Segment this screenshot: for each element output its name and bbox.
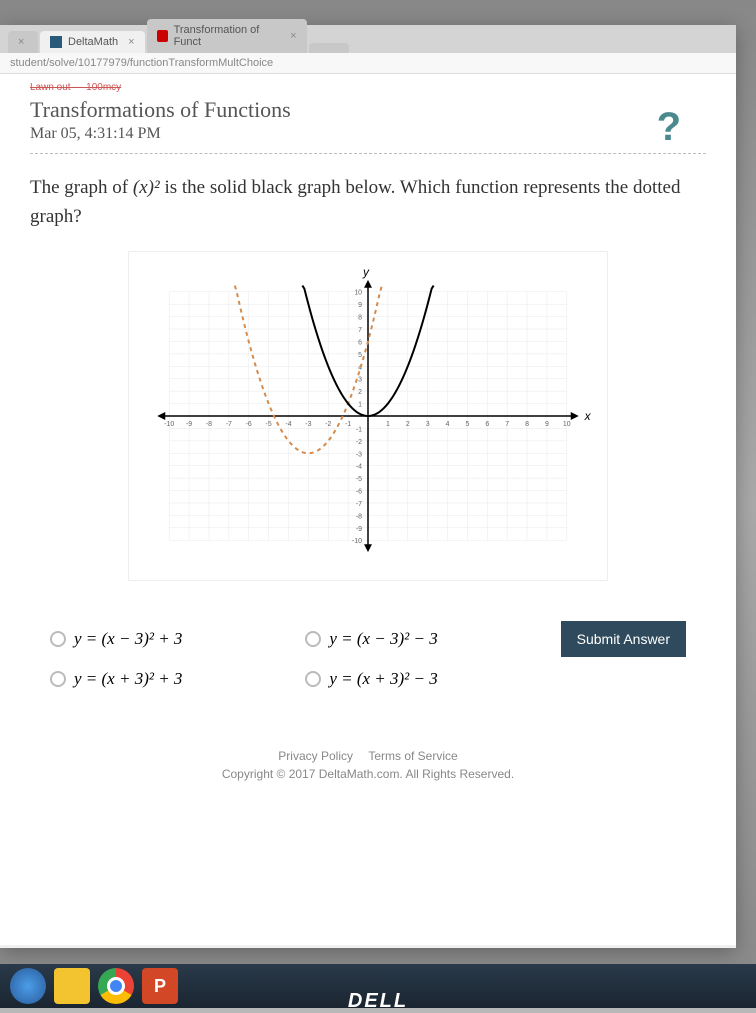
svg-text:-8: -8 xyxy=(356,513,362,520)
svg-text:9: 9 xyxy=(545,421,549,428)
svg-text:-8: -8 xyxy=(206,421,212,428)
svg-text:8: 8 xyxy=(358,315,362,322)
close-icon[interactable]: × xyxy=(290,30,296,42)
tab-deltamath[interactable]: DeltaMath × xyxy=(40,31,145,53)
terms-link[interactable]: Terms of Service xyxy=(368,749,457,763)
svg-text:-2: -2 xyxy=(356,439,362,446)
svg-text:2: 2 xyxy=(358,389,362,396)
radio-icon xyxy=(305,631,321,647)
submit-button[interactable]: Submit Answer xyxy=(561,621,686,657)
svg-text:10: 10 xyxy=(563,421,571,428)
choice-label: y = (x − 3)² + 3 xyxy=(74,629,182,649)
svg-text:7: 7 xyxy=(505,421,509,428)
svg-text:-6: -6 xyxy=(356,489,362,496)
svg-text:-5: -5 xyxy=(266,421,272,428)
deltamath-favicon xyxy=(50,36,62,48)
svg-text:5: 5 xyxy=(358,352,362,359)
powerpoint-icon[interactable]: P xyxy=(142,968,178,1004)
close-icon[interactable]: × xyxy=(18,36,24,48)
help-icon[interactable]: ? xyxy=(657,105,681,150)
tab-transformation[interactable]: Transformation of Funct × xyxy=(147,19,307,53)
svg-text:10: 10 xyxy=(354,290,362,297)
graph: -10 -9 -8 -7 -6 -5 -4 -3 -2 -1 1 2 3 4 5 6 7 8 9 10 -10 -9 -8 -… xyxy=(128,251,608,581)
svg-text:5: 5 xyxy=(465,421,469,428)
choice-c[interactable]: y = (x + 3)² + 3 xyxy=(50,669,275,689)
dell-logo: DELL xyxy=(348,990,408,1013)
timestamp: Mar 05, 4:31:14 PM xyxy=(30,125,706,143)
svg-text:-5: -5 xyxy=(356,476,362,483)
svg-text:-1: -1 xyxy=(345,421,351,428)
choice-d[interactable]: y = (x + 3)² − 3 xyxy=(305,669,530,689)
svg-text:-1: -1 xyxy=(356,426,362,433)
tab-label: DeltaMath xyxy=(68,36,118,48)
page-title: Transformations of Functions xyxy=(30,97,706,123)
svg-text:3: 3 xyxy=(358,377,362,384)
svg-text:-4: -4 xyxy=(356,464,362,471)
svg-text:-7: -7 xyxy=(356,501,362,508)
svg-text:-2: -2 xyxy=(325,421,331,428)
svg-text:-10: -10 xyxy=(352,538,362,545)
svg-text:-3: -3 xyxy=(305,421,311,428)
question-text: The graph of (x)² is the solid black gra… xyxy=(30,174,706,231)
svg-text:-4: -4 xyxy=(285,421,291,428)
url-bar[interactable]: student/solve/10177979/functionTransform… xyxy=(0,53,736,74)
choice-a[interactable]: y = (x − 3)² + 3 xyxy=(50,629,275,649)
close-icon[interactable]: × xyxy=(128,36,134,48)
answer-choices: y = (x − 3)² + 3 y = (x − 3)² − 3 Submit… xyxy=(30,611,706,719)
svg-text:1: 1 xyxy=(358,402,362,409)
svg-text:4: 4 xyxy=(446,421,450,428)
svg-text:-7: -7 xyxy=(226,421,232,428)
svg-text:8: 8 xyxy=(525,421,529,428)
tab-label: Transformation of Funct xyxy=(174,24,281,48)
radio-icon xyxy=(50,631,66,647)
svg-text:-10: -10 xyxy=(164,421,174,428)
choice-label: y = (x − 3)² − 3 xyxy=(329,629,437,649)
choice-label: y = (x + 3)² + 3 xyxy=(74,669,182,689)
chrome-icon[interactable] xyxy=(98,968,134,1004)
svg-text:6: 6 xyxy=(485,421,489,428)
svg-text:-9: -9 xyxy=(356,526,362,533)
svg-text:7: 7 xyxy=(358,327,362,334)
svg-text:y: y xyxy=(362,265,370,279)
radio-icon xyxy=(305,671,321,687)
svg-text:2: 2 xyxy=(406,421,410,428)
svg-text:x: x xyxy=(584,409,592,423)
svg-text:-3: -3 xyxy=(356,451,362,458)
choice-label: y = (x + 3)² − 3 xyxy=(329,669,437,689)
choice-b[interactable]: y = (x − 3)² − 3 xyxy=(305,629,530,649)
tab-blank[interactable] xyxy=(309,43,349,53)
tab-prev[interactable]: × xyxy=(8,31,38,53)
breadcrumb: Lawn out — 100mcy xyxy=(30,82,706,93)
svg-text:6: 6 xyxy=(358,339,362,346)
privacy-link[interactable]: Privacy Policy xyxy=(278,749,353,763)
radio-icon xyxy=(50,671,66,687)
browser-window: × DeltaMath × Transformation of Funct × … xyxy=(0,25,736,948)
page-content: Lawn out — 100mcy Transformations of Fun… xyxy=(0,74,736,945)
footer: Privacy Policy Terms of Service Copyrigh… xyxy=(30,749,706,781)
youtube-favicon xyxy=(157,30,168,42)
svg-text:-6: -6 xyxy=(246,421,252,428)
svg-text:1: 1 xyxy=(386,421,390,428)
svg-text:-9: -9 xyxy=(186,421,192,428)
explorer-icon[interactable] xyxy=(54,968,90,1004)
svg-text:3: 3 xyxy=(426,421,430,428)
copyright: Copyright © 2017 DeltaMath.com. All Righ… xyxy=(30,767,706,781)
divider xyxy=(30,153,706,154)
tabs-bar: × DeltaMath × Transformation of Funct × xyxy=(0,25,736,53)
start-button[interactable] xyxy=(10,968,46,1004)
svg-text:9: 9 xyxy=(358,302,362,309)
